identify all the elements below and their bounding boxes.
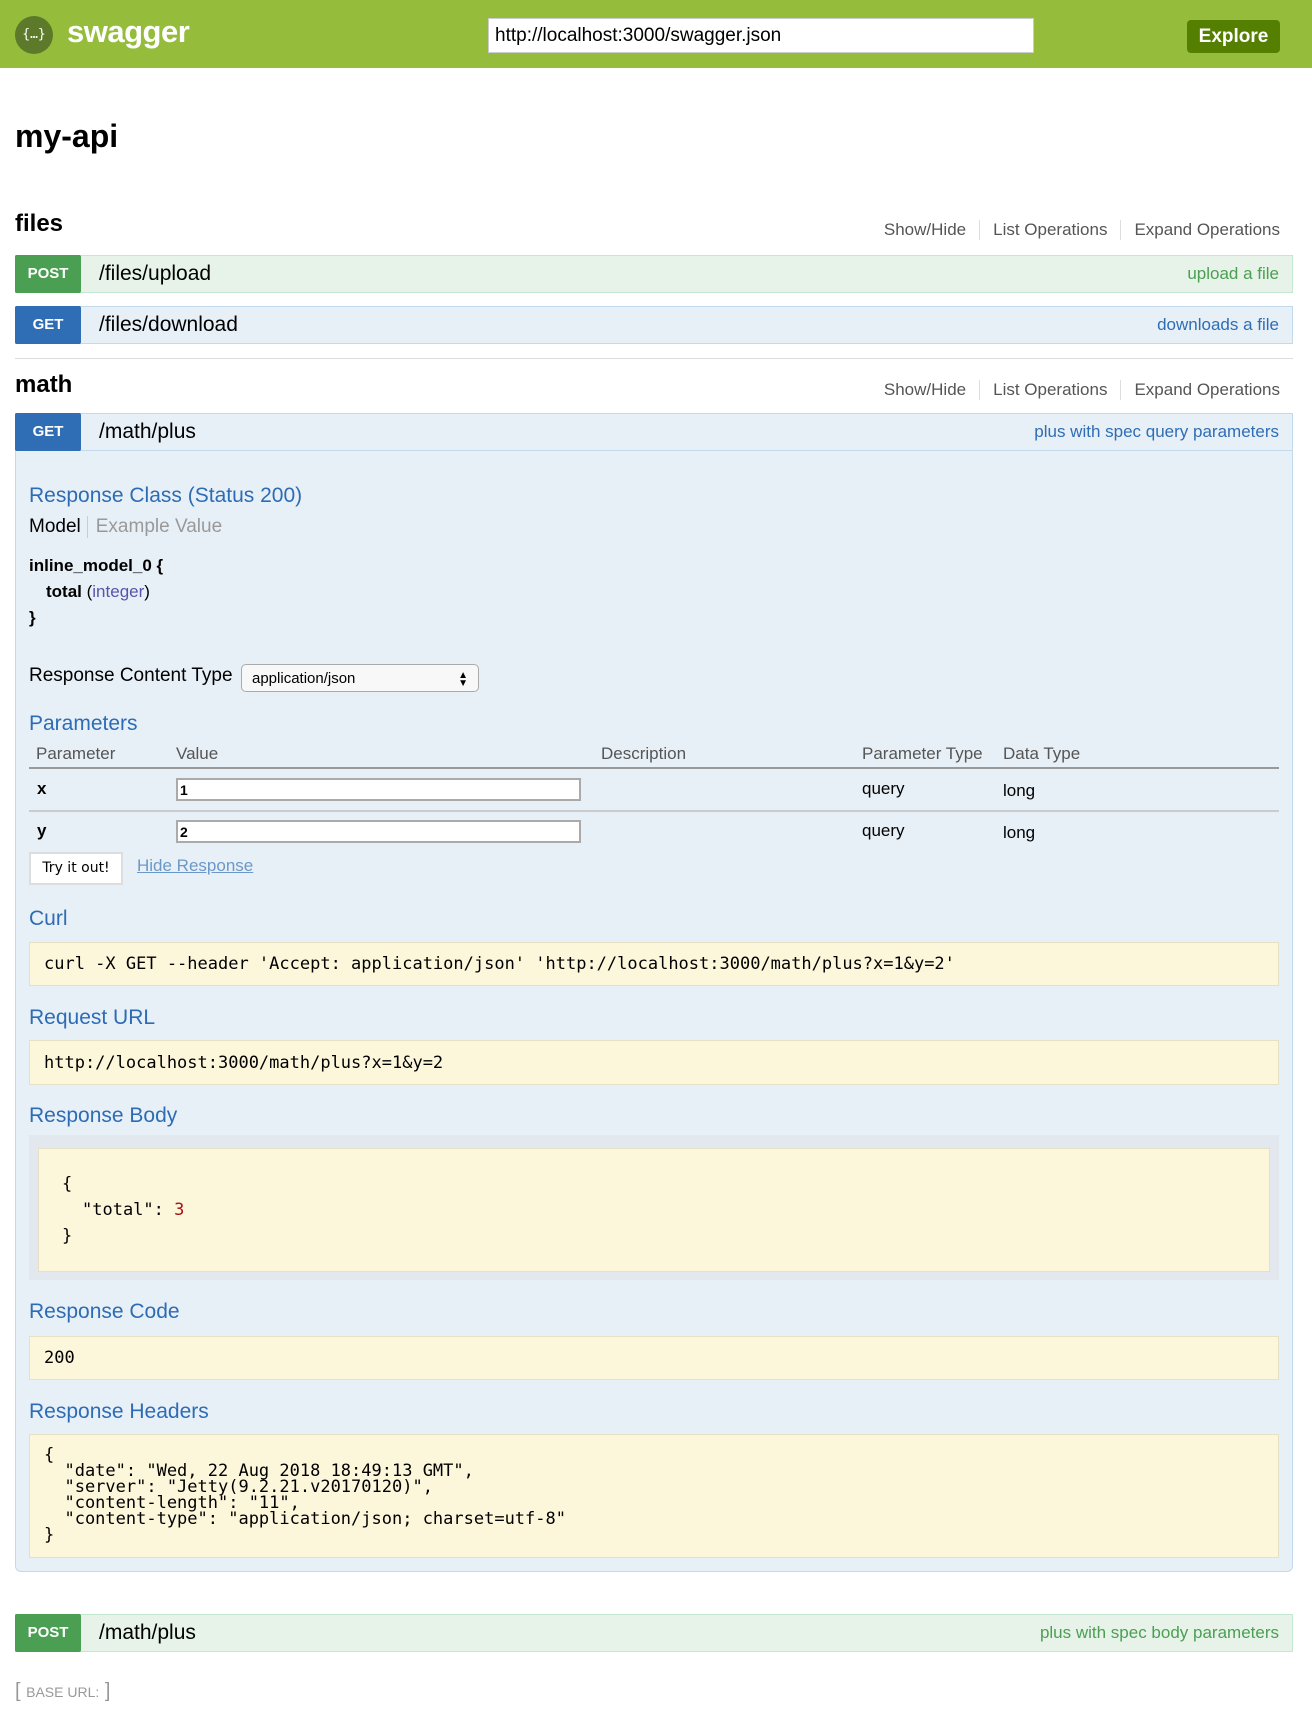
json-open: { bbox=[62, 1174, 73, 1194]
col-parameter: Parameter bbox=[36, 744, 116, 763]
param-x-input[interactable] bbox=[176, 778, 581, 801]
json-key: "total": bbox=[82, 1200, 175, 1220]
method-badge[interactable]: POST bbox=[15, 1614, 81, 1652]
operation-get-math-plus[interactable]: GET /math/plus plus with spec query para… bbox=[15, 413, 1293, 451]
operation-get-files-download[interactable]: GET /files/download downloads a file bbox=[15, 306, 1293, 344]
tab-example-value[interactable]: Example Value bbox=[95, 516, 223, 537]
select-arrows-icon: ▲ ▼ bbox=[458, 670, 468, 689]
row-divider bbox=[29, 810, 1279, 812]
swagger-logo-icon[interactable]: {…} bbox=[15, 16, 53, 54]
col-data-type: Data Type bbox=[1003, 744, 1081, 763]
col-description: Description bbox=[601, 744, 687, 763]
property-type: integer bbox=[92, 582, 145, 601]
hide-response-link[interactable]: Hide Response bbox=[137, 856, 254, 875]
spec-url-input[interactable] bbox=[488, 18, 1034, 53]
operation-summary[interactable]: plus with spec body parameters bbox=[1039, 1623, 1279, 1642]
base-url-label: BASE URL: bbox=[26, 1684, 100, 1700]
expand-operations-link[interactable]: Expand Operations bbox=[1134, 380, 1280, 399]
request-url-title: Request URL bbox=[29, 1006, 156, 1029]
response-body-title: Response Body bbox=[29, 1104, 178, 1127]
method-badge[interactable]: GET bbox=[15, 306, 81, 344]
operation-post-math-plus[interactable]: POST /math/plus plus with spec body para… bbox=[15, 1614, 1293, 1652]
curl-command: curl -X GET --header 'Accept: applicatio… bbox=[29, 942, 1279, 986]
property-name: total bbox=[46, 582, 82, 601]
json-value: 3 bbox=[174, 1200, 185, 1220]
files-links: Show/Hide List Operations Expand Operati… bbox=[871, 220, 1280, 240]
base-url-info: [ BASE URL: ] bbox=[15, 1680, 111, 1702]
json-close: } bbox=[62, 1226, 73, 1246]
math-links: Show/Hide List Operations Expand Operati… bbox=[871, 380, 1280, 400]
list-operations-link[interactable]: List Operations bbox=[980, 380, 1122, 400]
col-parameter-type: Parameter Type bbox=[862, 744, 983, 763]
param-y-input[interactable] bbox=[176, 820, 581, 843]
expand-operations-link[interactable]: Expand Operations bbox=[1134, 220, 1280, 239]
curl-title: Curl bbox=[29, 907, 68, 930]
method-badge[interactable]: GET bbox=[15, 413, 81, 451]
param-type-y: query bbox=[862, 821, 905, 840]
try-it-out-button[interactable]: Try it out! bbox=[29, 852, 123, 885]
model-close: } bbox=[29, 608, 36, 627]
show-hide-link[interactable]: Show/Hide bbox=[871, 380, 981, 400]
page-title: my-api bbox=[15, 118, 119, 154]
operation-post-files-upload[interactable]: POST /files/upload upload a file bbox=[15, 255, 1293, 293]
response-class-title: Response Class (Status 200) bbox=[29, 484, 303, 507]
section-math-title[interactable]: math bbox=[15, 371, 73, 398]
response-code-title: Response Code bbox=[29, 1300, 180, 1323]
operation-summary[interactable]: downloads a file bbox=[1157, 315, 1279, 334]
response-headers-value: { "date": "Wed, 22 Aug 2018 18:49:13 GMT… bbox=[29, 1434, 1279, 1558]
param-name-y: y bbox=[37, 821, 47, 840]
tab-model[interactable]: Model bbox=[29, 516, 88, 538]
model-tabs: Model Example Value bbox=[29, 516, 222, 538]
model-name: inline_model_0 { bbox=[29, 556, 164, 575]
operation-path[interactable]: /math/plus bbox=[99, 420, 196, 443]
operation-summary[interactable]: plus with spec query parameters bbox=[1034, 422, 1279, 441]
parameters-title: Parameters bbox=[29, 712, 138, 735]
request-url-value: http://localhost:3000/math/plus?x=1&y=2 bbox=[29, 1040, 1279, 1085]
content-type-value: application/json bbox=[252, 670, 356, 687]
operation-details bbox=[15, 450, 1293, 1572]
section-files-title[interactable]: files bbox=[15, 210, 64, 237]
operation-path[interactable]: /files/download bbox=[99, 313, 238, 336]
data-type-y: long bbox=[1003, 823, 1036, 842]
operation-path[interactable]: /files/upload bbox=[99, 262, 212, 285]
explore-button[interactable]: Explore bbox=[1187, 20, 1280, 53]
section-divider bbox=[15, 358, 1293, 359]
list-operations-link[interactable]: List Operations bbox=[980, 220, 1122, 240]
show-hide-link[interactable]: Show/Hide bbox=[871, 220, 981, 240]
content-type-select[interactable]: application/json ▲ ▼ bbox=[241, 664, 479, 692]
response-headers-title: Response Headers bbox=[29, 1400, 209, 1423]
content-type-label: Response Content Type bbox=[29, 665, 233, 686]
model-property: total (integer) bbox=[46, 582, 150, 601]
table-header-rule bbox=[29, 767, 1279, 769]
method-badge[interactable]: POST bbox=[15, 255, 81, 293]
operation-path[interactable]: /math/plus bbox=[99, 1621, 196, 1644]
brand-name[interactable]: swagger bbox=[67, 14, 190, 49]
json-line: "total": 3 bbox=[62, 1197, 1246, 1223]
col-value: Value bbox=[176, 744, 219, 763]
data-type-x: long bbox=[1003, 781, 1036, 800]
operation-summary[interactable]: upload a file bbox=[1187, 264, 1279, 283]
param-name-x: x bbox=[37, 779, 47, 798]
response-body: { "total": 3 } bbox=[38, 1148, 1270, 1272]
param-type-x: query bbox=[862, 779, 905, 798]
response-code-value: 200 bbox=[29, 1336, 1279, 1380]
